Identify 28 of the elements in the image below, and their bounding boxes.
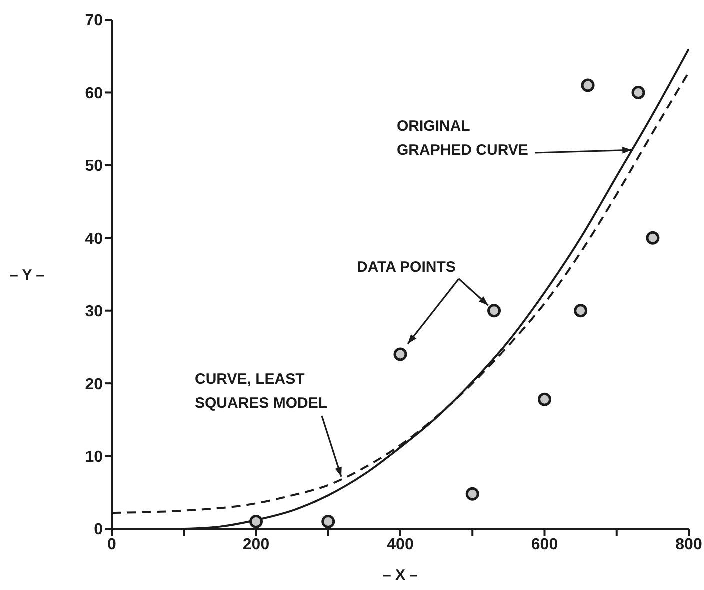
point <box>322 514 336 528</box>
x-tick-label: 800 <box>676 536 702 554</box>
y-tick-label: 30 <box>85 304 104 321</box>
x-tick-label: 400 <box>387 536 414 554</box>
point <box>574 304 588 318</box>
x-tick-label: 200 <box>242 536 270 554</box>
x-tick-label: 600 <box>531 536 558 554</box>
y-tick-label: 50 <box>85 158 104 176</box>
point <box>466 487 480 501</box>
y-tick-label: 20 <box>85 376 104 394</box>
point <box>488 304 502 318</box>
point <box>646 231 660 245</box>
y-tick-label: 0 <box>94 522 104 539</box>
point <box>394 348 408 362</box>
annotation: CURVE, LEAST SQUARES MODEL <box>195 371 328 412</box>
y-axis-title: – Y – <box>10 266 44 284</box>
x-axis-title: – X – <box>382 567 418 584</box>
point <box>538 392 552 406</box>
y-tick-label: 70 <box>85 12 104 30</box>
point <box>581 78 595 92</box>
y-tick-label: 60 <box>85 85 104 102</box>
y-tick-label: 10 <box>85 448 104 466</box>
annotation: DATA POINTS <box>357 259 456 276</box>
x-tick-label: 0 <box>108 536 117 554</box>
y-tick-label: 40 <box>85 230 104 248</box>
annotation: ORIGINAL GRAPHED CURVE <box>397 118 528 159</box>
point <box>632 86 646 100</box>
point <box>250 514 263 528</box>
